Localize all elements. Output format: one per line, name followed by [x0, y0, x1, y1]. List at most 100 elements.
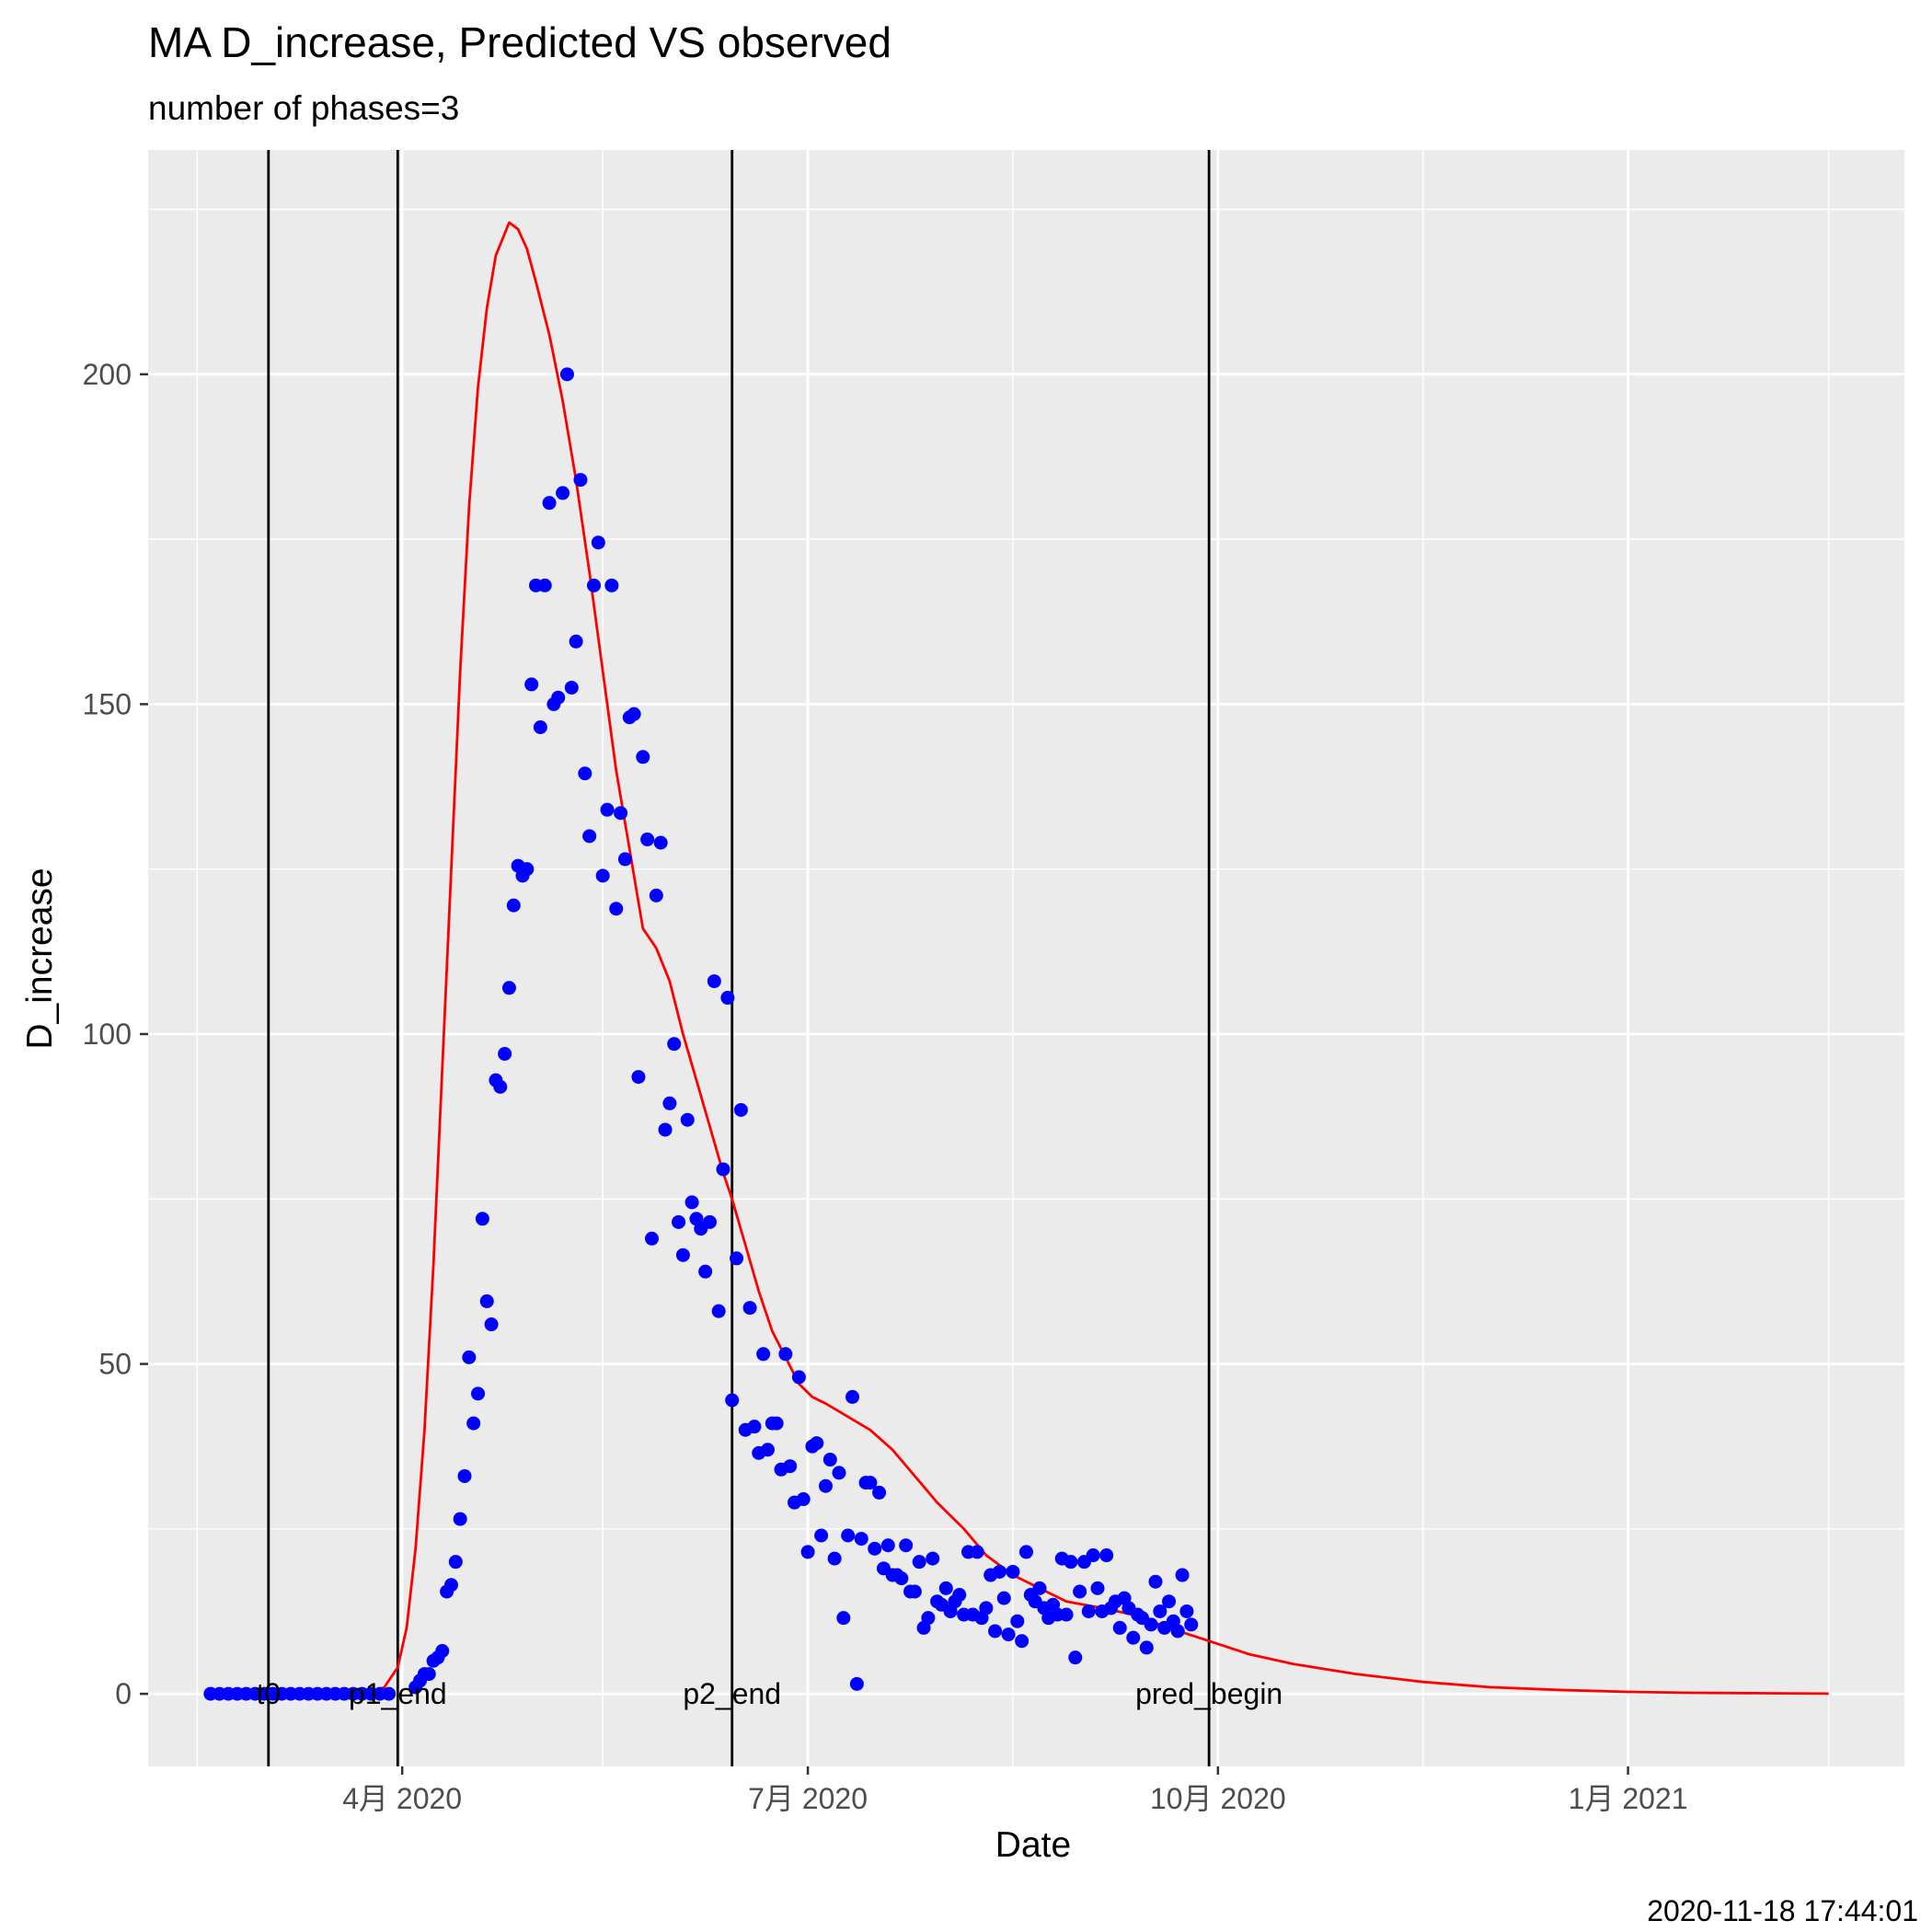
observed-point — [814, 1528, 829, 1543]
minor-gridlines — [148, 150, 1904, 1766]
observed-point — [899, 1538, 914, 1553]
observed-point — [832, 1466, 846, 1480]
observed-point — [506, 898, 521, 913]
observed-point — [457, 1468, 472, 1483]
observed-point — [868, 1541, 882, 1556]
observed-point — [1015, 1634, 1029, 1649]
observed-point — [680, 1112, 695, 1127]
observed-point — [1090, 1581, 1105, 1595]
observed-point — [662, 1096, 677, 1110]
observed-point — [649, 888, 663, 903]
x-tick-label: 7月 2020 — [748, 1782, 868, 1815]
observed-point — [501, 981, 516, 995]
observed-point — [537, 578, 552, 592]
observed-point — [604, 578, 619, 592]
y-tick-label: 0 — [115, 1677, 132, 1710]
observed-point — [1064, 1555, 1078, 1570]
observed-point — [1184, 1617, 1199, 1632]
observed-point — [841, 1528, 856, 1543]
x-tick-label: 4月 2020 — [342, 1782, 462, 1815]
phase-label: pred_begin — [1135, 1677, 1282, 1710]
observed-point — [520, 862, 535, 877]
observed-points-layer — [203, 367, 1199, 1701]
observed-point — [796, 1492, 811, 1507]
observed-point — [645, 1231, 660, 1246]
observed-point — [1081, 1604, 1096, 1618]
plot-panel — [148, 150, 1904, 1766]
phase-label: p1_end — [349, 1677, 447, 1710]
y-tick-label: 200 — [83, 358, 132, 391]
observed-point — [609, 902, 624, 916]
observed-point — [1112, 1620, 1127, 1635]
observed-point — [863, 1476, 878, 1490]
observed-point — [595, 868, 610, 883]
observed-point — [845, 1389, 860, 1404]
observed-point — [453, 1512, 467, 1526]
observed-point — [524, 677, 539, 692]
observed-point — [462, 1350, 477, 1364]
observed-point — [578, 766, 592, 781]
observed-point — [698, 1264, 713, 1279]
observed-point — [733, 1102, 748, 1117]
observed-point — [1032, 1581, 1047, 1595]
observed-point — [907, 1584, 922, 1599]
observed-point — [756, 1347, 771, 1362]
chart-title: MA D_increase, Predicted VS observed — [148, 18, 891, 66]
observed-point — [1162, 1594, 1177, 1609]
observed-point — [720, 991, 735, 1006]
observed-point — [587, 578, 602, 592]
phase-labels: t0 p1_end p2_end pred_begin — [256, 1677, 1282, 1710]
observed-point — [938, 1581, 953, 1595]
observed-point — [479, 1294, 494, 1308]
observed-point — [711, 1304, 726, 1318]
observed-point — [988, 1624, 1003, 1639]
observed-point — [627, 707, 641, 721]
observed-point — [636, 750, 650, 765]
observed-point — [872, 1485, 887, 1500]
observed-point — [466, 1416, 481, 1431]
observed-point — [880, 1538, 895, 1553]
observed-point — [1148, 1574, 1163, 1589]
major-gridlines — [148, 150, 1904, 1766]
observed-point — [952, 1588, 967, 1603]
observed-point — [1179, 1604, 1194, 1618]
observed-point — [818, 1478, 833, 1493]
observed-point — [783, 1459, 798, 1474]
observed-point — [533, 720, 547, 734]
observed-point — [475, 1212, 489, 1226]
observed-point — [498, 1046, 512, 1061]
observed-point — [569, 634, 583, 649]
observed-point — [1059, 1607, 1074, 1622]
observed-point — [725, 1393, 740, 1408]
observed-point — [1006, 1564, 1020, 1579]
observed-point — [778, 1347, 793, 1362]
chart-caption: 2020-11-18 17:44:01 — [1647, 1894, 1918, 1927]
observed-point — [564, 680, 579, 695]
observed-point — [448, 1555, 463, 1570]
observed-point — [493, 1079, 508, 1094]
x-tick-label: 1月 2021 — [1569, 1782, 1688, 1815]
observed-point — [1019, 1545, 1033, 1559]
y-tick-label: 50 — [98, 1348, 132, 1381]
observed-point — [675, 1248, 690, 1262]
predicted-line-layer — [370, 221, 1829, 1696]
observed-point — [631, 1070, 646, 1085]
observed-point — [912, 1555, 926, 1570]
phase-label: p2_end — [683, 1677, 781, 1710]
observed-point — [1099, 1548, 1114, 1563]
observed-point — [1153, 1604, 1167, 1618]
observed-point — [672, 1214, 686, 1229]
x-axis: 4月 2020 7月 2020 10月 2020 1月 2021 — [342, 1766, 1688, 1815]
observed-point — [769, 1416, 784, 1431]
observed-point — [992, 1564, 1006, 1579]
x-axis-title: Date — [995, 1825, 1071, 1865]
observed-point — [970, 1545, 984, 1559]
observed-point — [827, 1551, 842, 1566]
phase-label: t0 — [256, 1677, 281, 1710]
observed-point — [1086, 1548, 1100, 1563]
observed-point — [1139, 1640, 1154, 1655]
observed-point — [684, 1195, 699, 1210]
observed-point — [926, 1551, 940, 1566]
observed-point — [822, 1453, 837, 1467]
